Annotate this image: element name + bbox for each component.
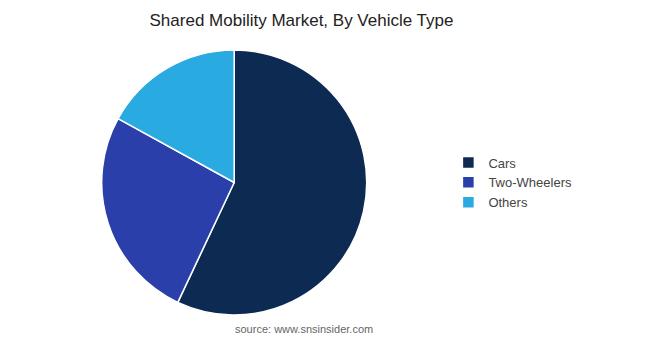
svg-text:Two-Wheelers: Two-Wheelers bbox=[488, 175, 572, 190]
svg-text:Cars: Cars bbox=[488, 156, 516, 171]
svg-text:source: www.snsinsider.com: source: www.snsinsider.com bbox=[235, 323, 373, 335]
svg-text:Shared Mobility Market, By Veh: Shared Mobility Market, By Vehicle Type bbox=[150, 11, 454, 30]
svg-text:Others: Others bbox=[488, 195, 528, 210]
